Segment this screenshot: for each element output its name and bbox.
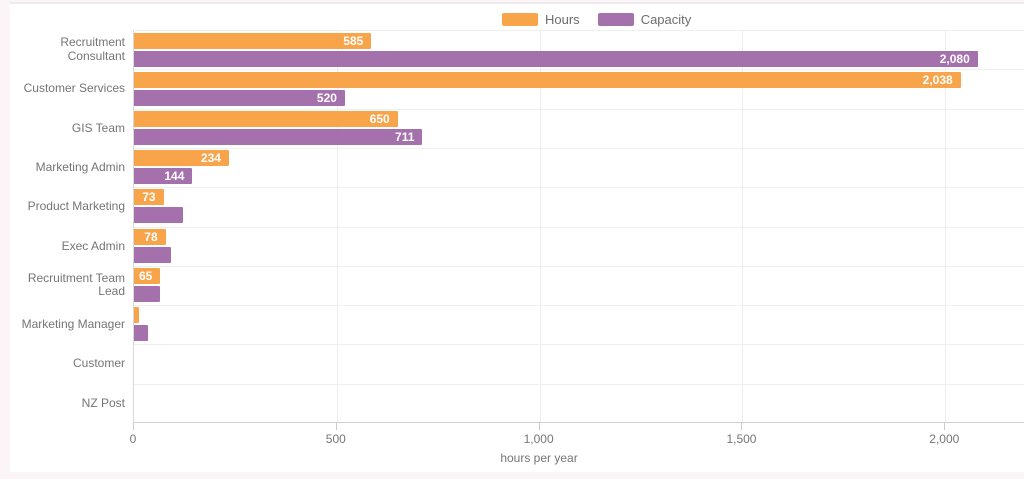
axis-tick-label: 0	[129, 432, 137, 446]
legend-item-capacity[interactable]: Capacity	[597, 12, 692, 27]
gridline-horizontal	[134, 187, 1024, 189]
bar-value-label: 585	[343, 33, 364, 48]
gridline-horizontal	[134, 108, 1024, 110]
category-label: Customer Services	[23, 81, 125, 96]
x-axis-title: hours per year	[500, 451, 578, 465]
gridline-vertical	[742, 30, 744, 422]
bar-row: 73	[134, 187, 1024, 226]
bar-capacity[interactable]	[134, 325, 149, 342]
legend-label-capacity: Capacity	[640, 12, 692, 27]
gridline-horizontal	[134, 344, 1024, 346]
bar-row	[134, 304, 1024, 343]
bar-value-label: 234	[200, 151, 221, 166]
gridline-horizontal	[134, 226, 1024, 228]
gridline-vertical	[539, 30, 541, 422]
bar-row: 234 144	[134, 148, 1024, 187]
category-label: Recruitment Team Lead	[27, 271, 125, 299]
bar-hours[interactable]: 650	[134, 111, 398, 127]
bar-value-label: 2,080	[939, 51, 970, 66]
plot-area: 585 2,080 2,038 520 650 711 234 144 73 78 65	[133, 30, 1024, 423]
legend: Hours Capacity	[502, 12, 691, 27]
category-label: Marketing Admin	[35, 159, 125, 174]
bar-capacity[interactable]	[134, 285, 161, 302]
bar-hours[interactable]: 65	[134, 267, 161, 284]
chart-card: Hours Capacity Recruitment Consultant Cus…	[10, 2, 1024, 472]
bar-capacity[interactable]: 520	[134, 89, 345, 106]
bar-capacity[interactable]: 2,080	[134, 50, 978, 67]
axis-tick	[741, 423, 743, 430]
category-label: Recruitment Consultant	[60, 35, 125, 63]
axis-tick	[944, 423, 946, 430]
axis-tick	[133, 423, 134, 430]
axis-tick	[538, 423, 540, 430]
gridline-horizontal	[134, 265, 1024, 267]
bar-value-label: 711	[395, 130, 415, 144]
category-label: Marketing Manager	[21, 317, 125, 332]
bar-hours[interactable]: 585	[134, 32, 372, 49]
bar-capacity[interactable]: 144	[134, 168, 193, 185]
axis-tick-label: 1,500	[726, 432, 757, 446]
legend-item-hours[interactable]: Hours	[502, 12, 580, 27]
axis-tick-label: 1,000	[523, 432, 554, 446]
x-axis: 0 500 1,000 1,500 2,000	[129, 423, 1024, 463]
legend-label-hours: Hours	[545, 12, 580, 27]
gridline-horizontal	[134, 30, 1024, 31]
bar-hours[interactable]: 2,038	[134, 71, 961, 88]
bar-row	[134, 344, 1024, 383]
category-label: GIS Team	[71, 120, 125, 135]
bar-value-label: 65	[139, 268, 153, 283]
category-label: Exec Admin	[61, 238, 125, 253]
gridline-horizontal	[134, 383, 1024, 385]
bar-value-label: 78	[144, 229, 158, 244]
bar-value-label: 144	[164, 169, 185, 184]
bar-hours[interactable]: 234	[134, 150, 229, 167]
category-label: Customer	[72, 356, 125, 371]
bar-capacity[interactable]	[134, 207, 183, 224]
gridline-horizontal	[134, 69, 1024, 71]
bar-row: 585 2,080	[134, 30, 1024, 69]
bar-hours[interactable]: 78	[134, 228, 166, 245]
gridline-vertical	[945, 30, 947, 422]
axis-tick-label: 2,000	[929, 432, 960, 446]
gridline-horizontal	[134, 147, 1024, 149]
category-label: NZ Post	[81, 395, 125, 410]
bar-capacity[interactable]	[134, 246, 171, 263]
bar-hours[interactable]: 73	[134, 189, 164, 206]
bar-row: 78	[134, 226, 1024, 265]
gridline-horizontal	[134, 305, 1024, 307]
category-label: Product Marketing	[27, 199, 125, 214]
capacity-swatch-icon	[597, 13, 634, 26]
bar-value-label: 650	[369, 112, 390, 126]
bar-hours[interactable]	[134, 307, 139, 324]
hours-swatch-icon	[502, 13, 538, 26]
y-axis-category-labels: Recruitment Consultant Customer Services G…	[10, 30, 125, 423]
bar-row: 2,038 520	[134, 69, 1024, 108]
bar-capacity[interactable]: 711	[134, 129, 423, 145]
bar-value-label: 73	[142, 190, 156, 205]
bar-row	[134, 383, 1024, 422]
gridline-vertical	[336, 30, 338, 422]
bar-value-label: 520	[316, 90, 337, 105]
bar-rows: 585 2,080 2,038 520 650 711 234 144 73 78 65	[134, 30, 1024, 422]
bar-row: 65	[134, 265, 1024, 304]
axis-tick-label: 500	[325, 432, 346, 446]
bar-value-label: 2,038	[922, 72, 953, 87]
axis-tick	[335, 423, 337, 430]
bar-row: 650 711	[134, 108, 1024, 147]
